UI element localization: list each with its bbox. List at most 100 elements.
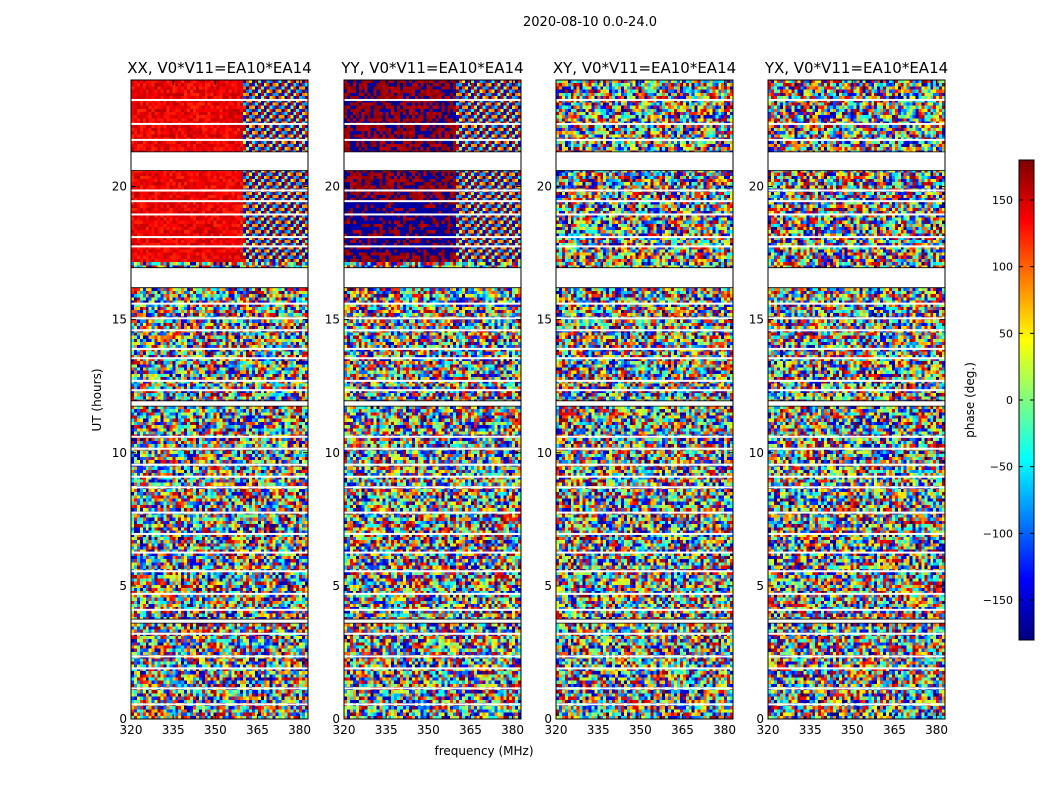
flagged-row [344,475,521,478]
flagged-row [768,379,945,382]
flagged-row [344,667,521,670]
flagged-row [768,245,945,248]
y-tick-label: 5 [756,579,764,593]
flagged-row [344,317,521,320]
phase-image [556,80,733,719]
flagged-row [556,486,733,489]
flagged-row [131,302,308,305]
x-tick-label: 320 [545,723,568,737]
flagged-row [131,379,308,382]
flagged-row [131,122,308,125]
x-tick-label: 335 [162,723,185,737]
flagged-row [556,703,733,706]
flagged-row [556,379,733,382]
x-tick-label: 350 [629,723,652,737]
flagged-row [344,703,521,706]
flagged-row [344,511,521,514]
flagged-row [131,245,308,248]
flagged-row [131,236,308,239]
flagged-row [131,486,308,489]
flagged-row [768,655,945,658]
panel-4: YX, V0*V11=EA10*EA14 320 335 350 365 380 0 5 10 1… [749,59,948,737]
flagged-row [344,236,521,239]
flagged-row [768,486,945,489]
data-gap [768,267,945,288]
colorbar-label: phase (deg.) [963,362,977,438]
flagged-row [556,632,733,635]
panel-title: XX, V0*V11=EA10*EA14 [127,59,311,77]
x-tick-label: 350 [204,723,227,737]
flagged-row [131,98,308,101]
panel-frame [555,79,734,720]
panel-title: XY, V0*V11=EA10*EA14 [553,59,736,77]
flagged-row [768,551,945,554]
panel-title: YY, V0*V11=EA10*EA14 [340,59,523,77]
flagged-row [344,357,521,360]
flagged-row [131,667,308,670]
flagged-row [768,435,945,438]
flagged-row [131,447,308,450]
data-gap [768,151,945,171]
flagged-row [344,389,521,392]
data-gap [344,400,521,407]
flagged-row [131,329,308,332]
flagged-row [131,551,308,554]
flagged-row [556,447,733,450]
phase-image [344,80,521,719]
flagged-row [556,463,733,466]
flagged-row [768,317,945,320]
panel-1: XX, V0*V11=EA10*EA14 320 335 350 365 380 0 5 10 1… [112,59,312,737]
y-tick-label: 15 [112,313,127,327]
flagged-row [768,532,945,535]
data-gap [131,619,308,624]
x-tick-label: 365 [459,723,482,737]
x-tick-label: 335 [375,723,398,737]
flagged-row [344,189,521,192]
x-tick-label: 335 [799,723,822,737]
flagged-row [344,98,521,101]
flagged-row [556,98,733,101]
flagged-row [344,302,521,305]
y-tick-label: 15 [325,313,340,327]
flagged-row [556,551,733,554]
flagged-row [131,632,308,635]
flagged-row [344,632,521,635]
flagged-row [131,213,308,216]
flagged-row [768,213,945,216]
flagged-row [768,463,945,466]
flagged-row [556,475,733,478]
flagged-row [131,687,308,690]
y-tick-label: 0 [119,712,127,726]
y-tick-label: 0 [544,712,552,726]
y-tick-label: 5 [332,579,340,593]
figure-title: 2020-08-10 0.0-24.0 [523,15,657,30]
y-tick-label: 20 [537,180,552,194]
data-gap [131,151,308,171]
flagged-row [131,703,308,706]
flagged-row [344,329,521,332]
x-tick-label: 365 [246,723,269,737]
flagged-row [556,329,733,332]
flagged-row [131,463,308,466]
flagged-row [344,592,521,595]
panel-3: XY, V0*V11=EA10*EA14 320 335 350 365 380 0 5 10 1… [537,59,736,737]
phase-image [768,80,945,719]
data-gap [556,267,733,288]
flagged-row [556,389,733,392]
flagged-row [768,138,945,141]
flagged-row [556,435,733,438]
x-tick-label: 320 [757,723,780,737]
flagged-row [344,122,521,125]
flagged-row [344,379,521,382]
flagged-row [131,570,308,573]
flagged-row [556,511,733,514]
flagged-row [131,475,308,478]
y-tick-label: 5 [119,579,127,593]
flagged-row [768,357,945,360]
data-gap [344,267,521,288]
flagged-row [131,592,308,595]
flagged-row [768,122,945,125]
flagged-row [768,329,945,332]
y-tick-label: 0 [332,712,340,726]
flagged-row [131,655,308,658]
